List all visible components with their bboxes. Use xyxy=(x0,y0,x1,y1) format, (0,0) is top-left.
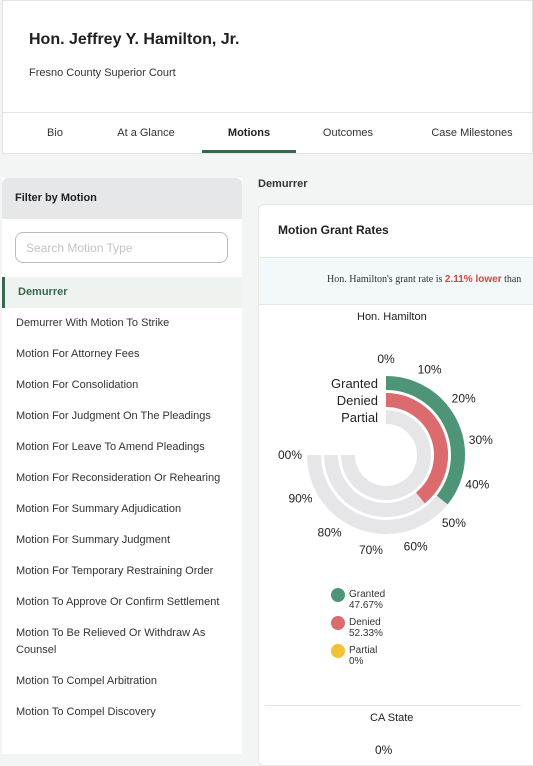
selected-motion-heading: Demurrer xyxy=(258,178,308,190)
judge-header: Hon. Jeffrey Y. Hamilton, Jr. Fresno Cou… xyxy=(2,0,533,112)
axis-tick-label: 00% xyxy=(278,448,302,462)
court-name: Fresno County Superior Court xyxy=(29,67,176,79)
ring-track-partial xyxy=(341,410,431,500)
radial-chart: Granted Denied Partial 0% 10% 20% 30% 40% 50% 60%… xyxy=(278,352,493,557)
tab-motions[interactable]: Motions xyxy=(202,113,296,153)
axis-tick-label: 10% xyxy=(418,362,442,376)
legend-label: Denied 52.33% xyxy=(349,617,383,639)
motion-item[interactable]: Demurrer With Motion To Strike xyxy=(16,317,170,329)
motion-item[interactable]: Motion For Temporary Restraining Order xyxy=(16,565,214,577)
search-motion-input[interactable] xyxy=(15,232,228,263)
tab-at-a-glance[interactable]: At a Glance xyxy=(117,127,175,139)
notice-text: Hon. Hamilton's grant rate is 2.11% lowe… xyxy=(327,274,522,285)
axis-tick-label: 80% xyxy=(318,526,342,540)
legend-swatch xyxy=(331,588,345,602)
axis-tick-label: 30% xyxy=(469,433,493,447)
legend-label: Partial 0% xyxy=(349,645,378,667)
chart-title-hamilton: Hon. Hamilton xyxy=(357,311,427,323)
axis-tick-label: 20% xyxy=(452,392,476,406)
motion-item[interactable]: Motion For Summary Adjudication xyxy=(16,503,182,515)
motion-item[interactable]: Motion To Be Relieved Or Withdraw As Cou… xyxy=(16,627,206,656)
motion-item[interactable]: Demurrer xyxy=(2,277,242,308)
motion-item[interactable]: Motion For Judgment On The Pleadings xyxy=(16,410,211,422)
chart-title-ca-state: CA State xyxy=(370,712,414,724)
tab-bio[interactable]: Bio xyxy=(47,127,63,139)
tab-outcomes[interactable]: Outcomes xyxy=(322,127,374,139)
axis-tick-label: 50% xyxy=(442,516,466,530)
tab-bar: Bio At a Glance Motions Outcomes Case Mi… xyxy=(2,112,533,154)
motion-item[interactable]: Motion For Leave To Amend Pleadings xyxy=(16,441,205,453)
comparison-notice: Hon. Hamilton's grant rate is 2.11% lowe… xyxy=(259,257,533,305)
motion-item[interactable]: Motion For Consolidation xyxy=(16,379,139,391)
judge-name: Hon. Jeffrey Y. Hamilton, Jr. xyxy=(29,31,240,48)
ring-value-granted[interactable] xyxy=(385,376,465,505)
motion-item[interactable]: Motion For Summary Judgment xyxy=(16,534,171,546)
legend-label: Granted 47.67% xyxy=(349,589,386,611)
ring-label-partial: Partial xyxy=(341,410,378,425)
ring-label-granted: Granted xyxy=(331,376,378,391)
motion-item[interactable]: Motion To Compel Discovery xyxy=(16,706,156,718)
axis-tick-label: 0% xyxy=(377,352,395,366)
motion-item[interactable]: Motion To Compel Arbitration xyxy=(16,675,158,687)
ring-value-denied[interactable] xyxy=(385,393,448,504)
motion-item[interactable]: Motion For Attorney Fees xyxy=(16,348,140,360)
motion-item[interactable]: Motion For Reconsideration Or Rehearing xyxy=(16,472,221,484)
filter-title: Filter by Motion xyxy=(2,178,242,219)
card-title: Motion Grant Rates xyxy=(278,223,389,237)
motion-item[interactable]: Motion To Approve Or Confirm Settlement xyxy=(16,596,220,608)
section-divider xyxy=(265,705,521,706)
grant-rates-card: Motion Grant Rates Hon. Hamilton's grant… xyxy=(258,204,533,766)
ca-state-tick-0: 0% xyxy=(375,743,393,757)
legend-swatch xyxy=(331,644,345,658)
axis-tick-label: 90% xyxy=(288,492,312,506)
motion-list: Demurrer Demurrer With Motion To Strike Mo… xyxy=(2,277,242,728)
axis-tick-label: 40% xyxy=(465,478,489,492)
motion-filter-sidebar: Filter by Motion Demurrer Demurrer With M… xyxy=(2,178,242,754)
ring-label-denied: Denied xyxy=(337,393,378,408)
notice-highlight: 2.11% lower xyxy=(444,274,502,285)
tab-case-milestones[interactable]: Case Milestones xyxy=(431,127,513,139)
legend-swatch xyxy=(331,616,345,630)
axis-tick-label: 70% xyxy=(359,543,383,557)
axis-tick-label: 60% xyxy=(404,539,428,553)
